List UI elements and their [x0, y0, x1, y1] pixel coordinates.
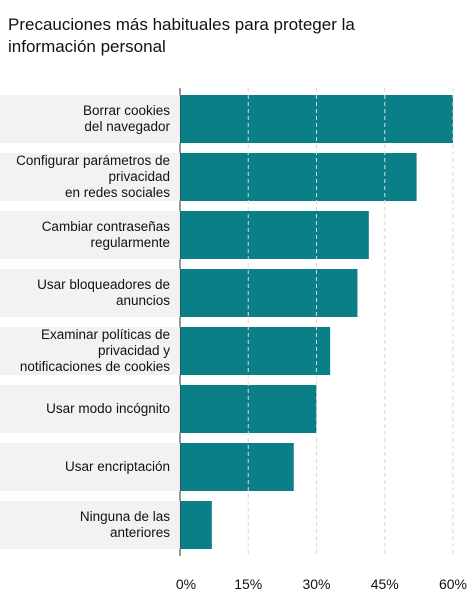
category-label: Usar modo incógnito [46, 401, 170, 416]
category-label: Cambiar contraseñas regularmente [41, 219, 170, 250]
category-label: Usar encriptación [64, 459, 170, 474]
bar [180, 443, 294, 491]
bar [180, 269, 358, 317]
category-label-box: Usar modo incógnito [0, 385, 180, 433]
category-label: Configurar parámetros de privacidad en r… [16, 153, 170, 200]
x-tick-label: 30% [302, 576, 331, 592]
category-label-box: Cambiar contraseñas regularmente [0, 211, 180, 259]
x-tick-label: 45% [370, 576, 399, 592]
category-label: Usar bloqueadores de anuncios [37, 277, 170, 308]
category-label-box: Examinar políticas de privacidad y notif… [0, 327, 180, 375]
category-label: Borrar cookies del navegador [82, 103, 170, 134]
category-label: Examinar políticas de privacidad y notif… [19, 327, 170, 374]
category-label-box: Usar bloqueadores de anuncios [0, 269, 180, 317]
chart-title: Precauciones más habituales para protege… [8, 15, 355, 56]
bar [180, 153, 417, 201]
category-label-box: Ninguna de las anteriores [0, 501, 180, 549]
category-label-box: Borrar cookies del navegador [0, 95, 180, 143]
bar [180, 327, 331, 375]
x-tick-label: 15% [234, 576, 263, 592]
x-tick-label: 0% [175, 576, 197, 592]
category-label: Ninguna de las anteriores [79, 509, 170, 540]
bar [180, 501, 212, 549]
bar [180, 211, 369, 259]
x-tick-label: 60% [438, 576, 468, 592]
category-label-box: Configurar parámetros de privacidad en r… [0, 153, 180, 201]
category-label-box: Usar encriptación [0, 443, 180, 491]
